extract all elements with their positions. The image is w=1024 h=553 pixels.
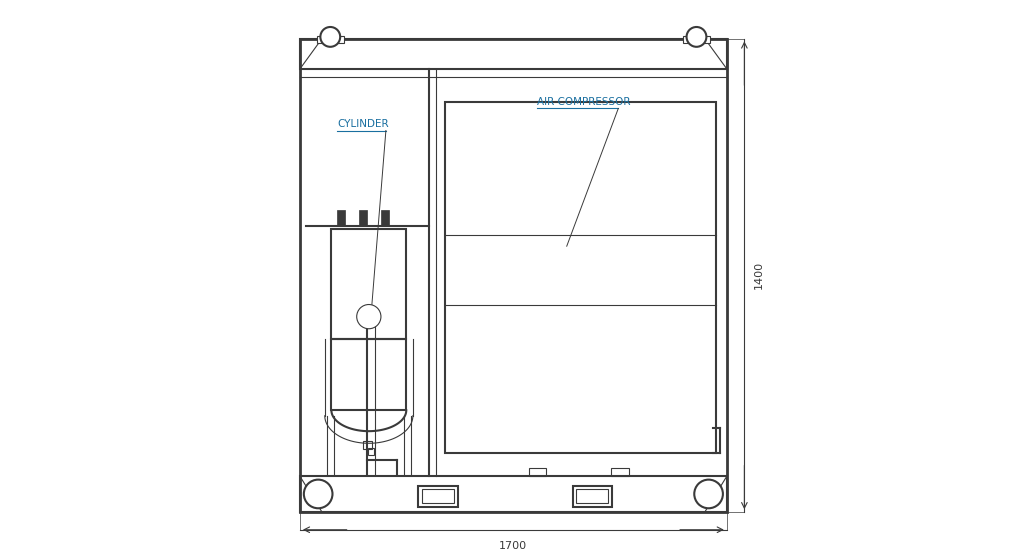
Text: 1400: 1400 <box>755 261 764 289</box>
Bar <box>369 448 374 455</box>
Circle shape <box>321 27 340 47</box>
Bar <box>422 489 455 503</box>
Bar <box>572 486 612 507</box>
Bar <box>300 476 727 512</box>
Bar <box>316 36 344 43</box>
Circle shape <box>304 479 333 508</box>
Circle shape <box>356 305 381 328</box>
Bar <box>528 467 546 476</box>
Bar <box>577 489 608 503</box>
Bar <box>300 39 727 512</box>
Bar <box>359 210 368 226</box>
Text: 1700: 1700 <box>500 541 527 551</box>
Bar <box>444 102 716 453</box>
Circle shape <box>686 27 707 47</box>
Circle shape <box>694 479 723 508</box>
Text: CYLINDER: CYLINDER <box>338 119 389 129</box>
Bar <box>683 36 711 43</box>
Bar <box>419 486 458 507</box>
Text: AIR COMPRESSOR: AIR COMPRESSOR <box>537 97 631 107</box>
Bar <box>362 441 372 449</box>
Bar <box>332 228 407 338</box>
Bar <box>332 338 407 410</box>
Bar <box>337 210 345 226</box>
Bar <box>381 210 389 226</box>
Bar <box>300 39 727 69</box>
Bar <box>611 467 629 476</box>
